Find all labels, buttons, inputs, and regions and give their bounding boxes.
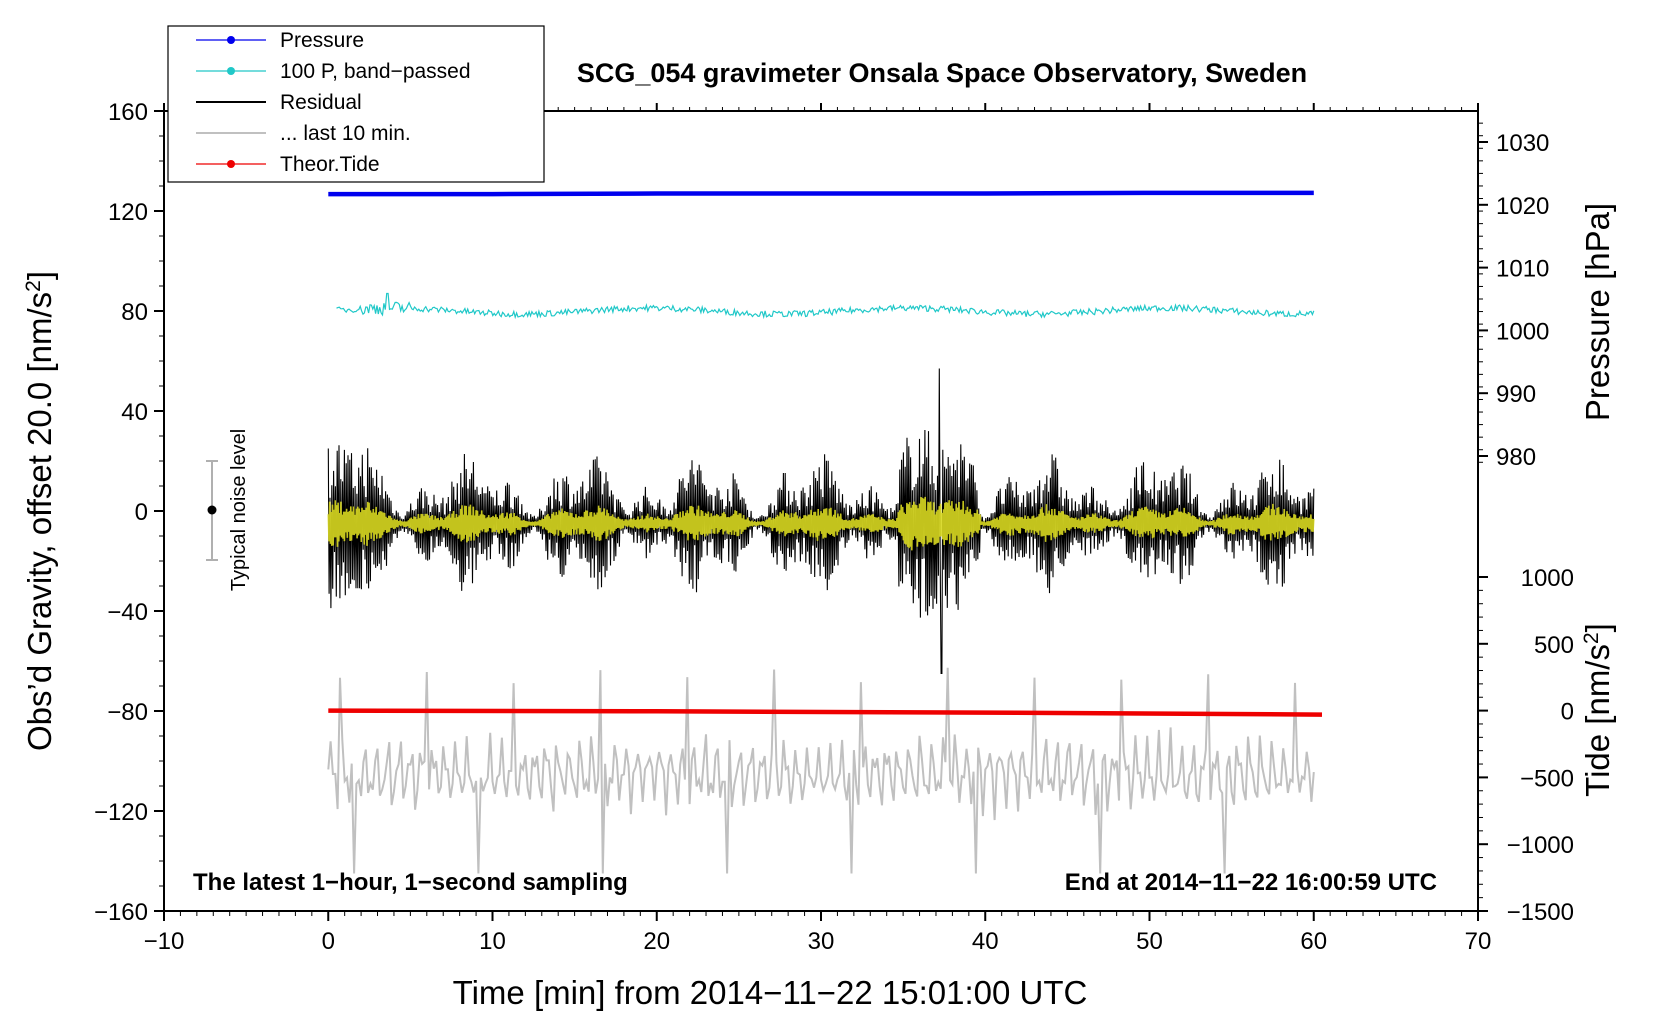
x-tick-label: 70 — [1465, 928, 1492, 955]
x-tick-label: 60 — [1300, 928, 1327, 955]
y-tick-label: −40 — [107, 599, 148, 626]
last-10-min-line — [327, 667, 1315, 874]
pressure-tick-label: 1010 — [1496, 256, 1549, 283]
end-time-annotation: End at 2014−11−22 16:00:59 UTC — [1065, 869, 1437, 896]
y-tick-label: −160 — [94, 899, 148, 926]
legend-items: Pressure 100 P, band−passed Residual ... la… — [196, 29, 471, 176]
x-axis-label: Time [min] from 2014−11−22 15:01:00 UTC — [453, 974, 1088, 1011]
tide-axis-label-close: ] — [1579, 623, 1616, 632]
legend-swatch-marker — [227, 67, 235, 75]
theoretical-tide-line — [328, 708, 1323, 717]
pressure-tick-label: 990 — [1496, 381, 1536, 408]
legend-label: Theor.Tide — [280, 153, 380, 176]
legend-item: ... last 10 min. — [196, 122, 411, 145]
legend: Pressure 100 P, band−passed Residual ... la… — [167, 25, 545, 183]
x-tick-label: 20 — [643, 928, 670, 955]
y-axis-label-exponent: 2 — [22, 280, 45, 292]
y-tick-label: −120 — [94, 799, 148, 826]
y-axis-label-close: ] — [21, 271, 58, 280]
tide-axis-label: Tide [nm/s2] — [1579, 623, 1616, 797]
pressure-axis-label: Pressure [hPa] — [1579, 203, 1616, 421]
legend-label: 100 P, band−passed — [280, 60, 471, 83]
filtered-residual-line — [327, 496, 1315, 551]
legend-item: Residual — [196, 91, 362, 114]
legend-label: ... last 10 min. — [280, 122, 411, 145]
legend-item: 100 P, band−passed — [196, 60, 471, 83]
pressure-axis: 1030 1020 1010 1000 990 980 — [1478, 122, 1549, 471]
legend-label: Pressure — [280, 29, 364, 52]
sampling-annotation: The latest 1−hour, 1−second sampling — [193, 869, 628, 896]
x-tick-label: 50 — [1136, 928, 1163, 955]
legend-swatch-marker — [227, 36, 235, 44]
legend-item: Pressure — [196, 29, 364, 52]
pressure-tick-label: 1020 — [1496, 193, 1549, 220]
tide-tick-label: 500 — [1534, 632, 1574, 659]
tide-tick-label: −1000 — [1507, 832, 1574, 859]
pressure-line — [328, 190, 1314, 197]
noise-level-bar: Typical noise level — [206, 429, 250, 591]
x-axis: −10 0 10 20 30 40 50 60 70 — [144, 103, 1492, 955]
y-tick-label: 160 — [108, 99, 148, 126]
tide-axis: 1000 500 0 −500 −1000 −1500 — [1478, 565, 1574, 926]
x-tick-label: −10 — [144, 928, 185, 955]
tide-tick-label: −1500 — [1507, 899, 1574, 926]
x-tick-label: 10 — [479, 928, 506, 955]
tide-tick-label: 0 — [1561, 699, 1574, 726]
tide-tick-label: −500 — [1520, 765, 1574, 792]
x-tick-label: 30 — [808, 928, 835, 955]
legend-box — [167, 25, 545, 183]
y-axis-label-main: Obs’d Gravity, offset 20.0 [nm/s — [21, 292, 58, 751]
legend-item: Theor.Tide — [196, 153, 380, 176]
x-tick-label: 0 — [322, 928, 335, 955]
noise-bar-center-dot — [207, 505, 217, 515]
y-tick-label: 40 — [121, 399, 148, 426]
plot-data — [327, 190, 1323, 874]
y-tick-label: −80 — [107, 699, 148, 726]
pressure-tick-label: 980 — [1496, 444, 1536, 471]
tide-axis-label-exponent: 2 — [1580, 632, 1603, 644]
y-axis-left: 160 120 80 40 0 −40 −80 −120 −160 — [94, 99, 164, 926]
y-tick-label: 0 — [135, 499, 148, 526]
legend-label: Residual — [280, 91, 362, 114]
band-passed-pressure-line — [336, 292, 1315, 320]
y-tick-label: 80 — [121, 299, 148, 326]
y-tick-label: 120 — [108, 199, 148, 226]
noise-level-label: Typical noise level — [228, 429, 250, 591]
legend-swatch-marker — [227, 160, 235, 168]
minor-ticks — [159, 107, 1479, 916]
pressure-tick-label: 1000 — [1496, 318, 1549, 345]
x-tick-label: 40 — [972, 928, 999, 955]
chart-title: SCG_054 gravimeter Onsala Space Observat… — [577, 58, 1307, 88]
tide-tick-label: 1000 — [1521, 565, 1574, 592]
tide-axis-label-main: Tide [nm/s — [1579, 644, 1616, 797]
pressure-tick-label: 1030 — [1496, 130, 1549, 157]
y-axis-label: Obs’d Gravity, offset 20.0 [nm/s2] — [21, 271, 58, 751]
